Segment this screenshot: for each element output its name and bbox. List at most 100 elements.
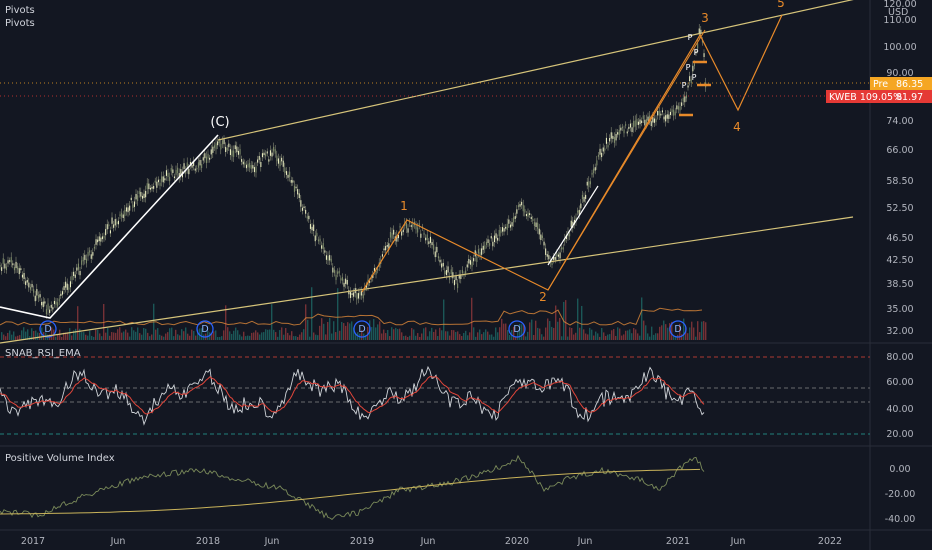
- candle: [580, 203, 582, 209]
- dividend-marker: [508, 320, 526, 338]
- candle: [445, 270, 447, 275]
- volume-bar: [395, 327, 397, 340]
- candle: [276, 155, 278, 162]
- candle: [21, 274, 23, 278]
- volume-bar: [399, 328, 401, 340]
- candle: [191, 165, 193, 168]
- candle: [471, 261, 473, 267]
- price-tick-label: 32.00: [886, 326, 913, 337]
- volume-ma-line: [0, 307, 703, 326]
- volume-bar: [51, 327, 53, 340]
- candle: [537, 222, 539, 229]
- volume-bar: [435, 329, 437, 340]
- candle: [666, 114, 668, 119]
- candle: [578, 209, 580, 215]
- candle: [489, 243, 491, 246]
- candle: [282, 160, 284, 167]
- candle: [325, 255, 327, 260]
- candle: [271, 152, 273, 157]
- candle: [20, 268, 22, 271]
- volume-bar: [597, 333, 599, 340]
- rsi-title: SNAB_RSI_EMA: [5, 348, 81, 359]
- volume-bar: [151, 334, 153, 340]
- volume-bar: [467, 335, 469, 340]
- candle: [530, 216, 532, 219]
- candle: [525, 214, 527, 217]
- pvi-pane: [0, 454, 705, 520]
- candle: [682, 98, 684, 102]
- volume-bar: [381, 333, 383, 340]
- price-tick-label: 100.00: [883, 42, 916, 53]
- volume-bar: [71, 335, 73, 340]
- price-tick-label: 66.00: [886, 145, 913, 156]
- candle: [389, 232, 391, 238]
- volume-bar: [355, 334, 357, 340]
- volume-bar: [207, 330, 209, 340]
- volume-bar: [299, 334, 301, 340]
- candle: [194, 168, 196, 171]
- candle: [233, 150, 235, 157]
- volume-bar: [1, 332, 3, 340]
- volume-bar: [697, 321, 699, 340]
- candle: [628, 126, 630, 129]
- volume-bar: [441, 330, 443, 340]
- volume-bar: [545, 327, 547, 340]
- volume-bar: [691, 321, 693, 340]
- candle: [703, 53, 705, 57]
- volume-bar: [685, 327, 687, 340]
- candle: [461, 269, 463, 274]
- candle: [436, 246, 438, 253]
- candle: [61, 291, 63, 295]
- volume-bar: [547, 318, 549, 340]
- volume-bar: [225, 305, 227, 340]
- volume-bar: [549, 321, 551, 340]
- volume-bar: [317, 335, 319, 340]
- volume-bar: [631, 333, 633, 340]
- volume-bar: [529, 322, 531, 340]
- volume-bar: [7, 332, 9, 340]
- volume-bar: [19, 335, 21, 340]
- volume-bar: [273, 329, 275, 340]
- candle: [437, 256, 439, 259]
- volume-bar: [659, 326, 661, 340]
- candle: [586, 181, 588, 186]
- candle: [113, 224, 115, 228]
- candle: [313, 224, 315, 231]
- volume-bar: [603, 332, 605, 340]
- volume-bar: [109, 335, 111, 340]
- candle: [236, 146, 238, 153]
- volume-bar: [171, 327, 173, 340]
- candle: [484, 245, 486, 250]
- candle: [444, 271, 446, 275]
- volume-bar: [451, 329, 453, 340]
- volume-bar: [533, 334, 535, 340]
- volume-bar: [347, 322, 349, 340]
- volume-bar: [91, 335, 93, 340]
- volume-bar: [141, 334, 143, 340]
- candle: [257, 159, 259, 163]
- volume-bar: [519, 324, 521, 340]
- candle: [681, 102, 683, 106]
- volume-bar: [401, 332, 403, 340]
- volume-bar: [579, 327, 581, 340]
- x-tick-label: Jun: [110, 536, 126, 547]
- candle: [165, 170, 167, 176]
- candle: [145, 190, 147, 198]
- volume-bar: [495, 327, 497, 340]
- candle: [290, 180, 292, 183]
- candle: [618, 129, 620, 136]
- volume-bar: [609, 334, 611, 340]
- volume-bar: [469, 332, 471, 340]
- volume-bar: [569, 327, 571, 340]
- candle: [513, 217, 515, 223]
- price-tick-label: 38.50: [886, 279, 913, 290]
- volume-bar: [257, 332, 259, 340]
- candle: [306, 216, 308, 219]
- candle: [423, 232, 425, 235]
- volume-bar: [37, 332, 39, 340]
- dividend-marker-label: D: [358, 324, 365, 335]
- candle: [396, 235, 398, 242]
- volume-bar: [383, 329, 385, 340]
- candle: [565, 235, 567, 239]
- candle: [212, 146, 214, 153]
